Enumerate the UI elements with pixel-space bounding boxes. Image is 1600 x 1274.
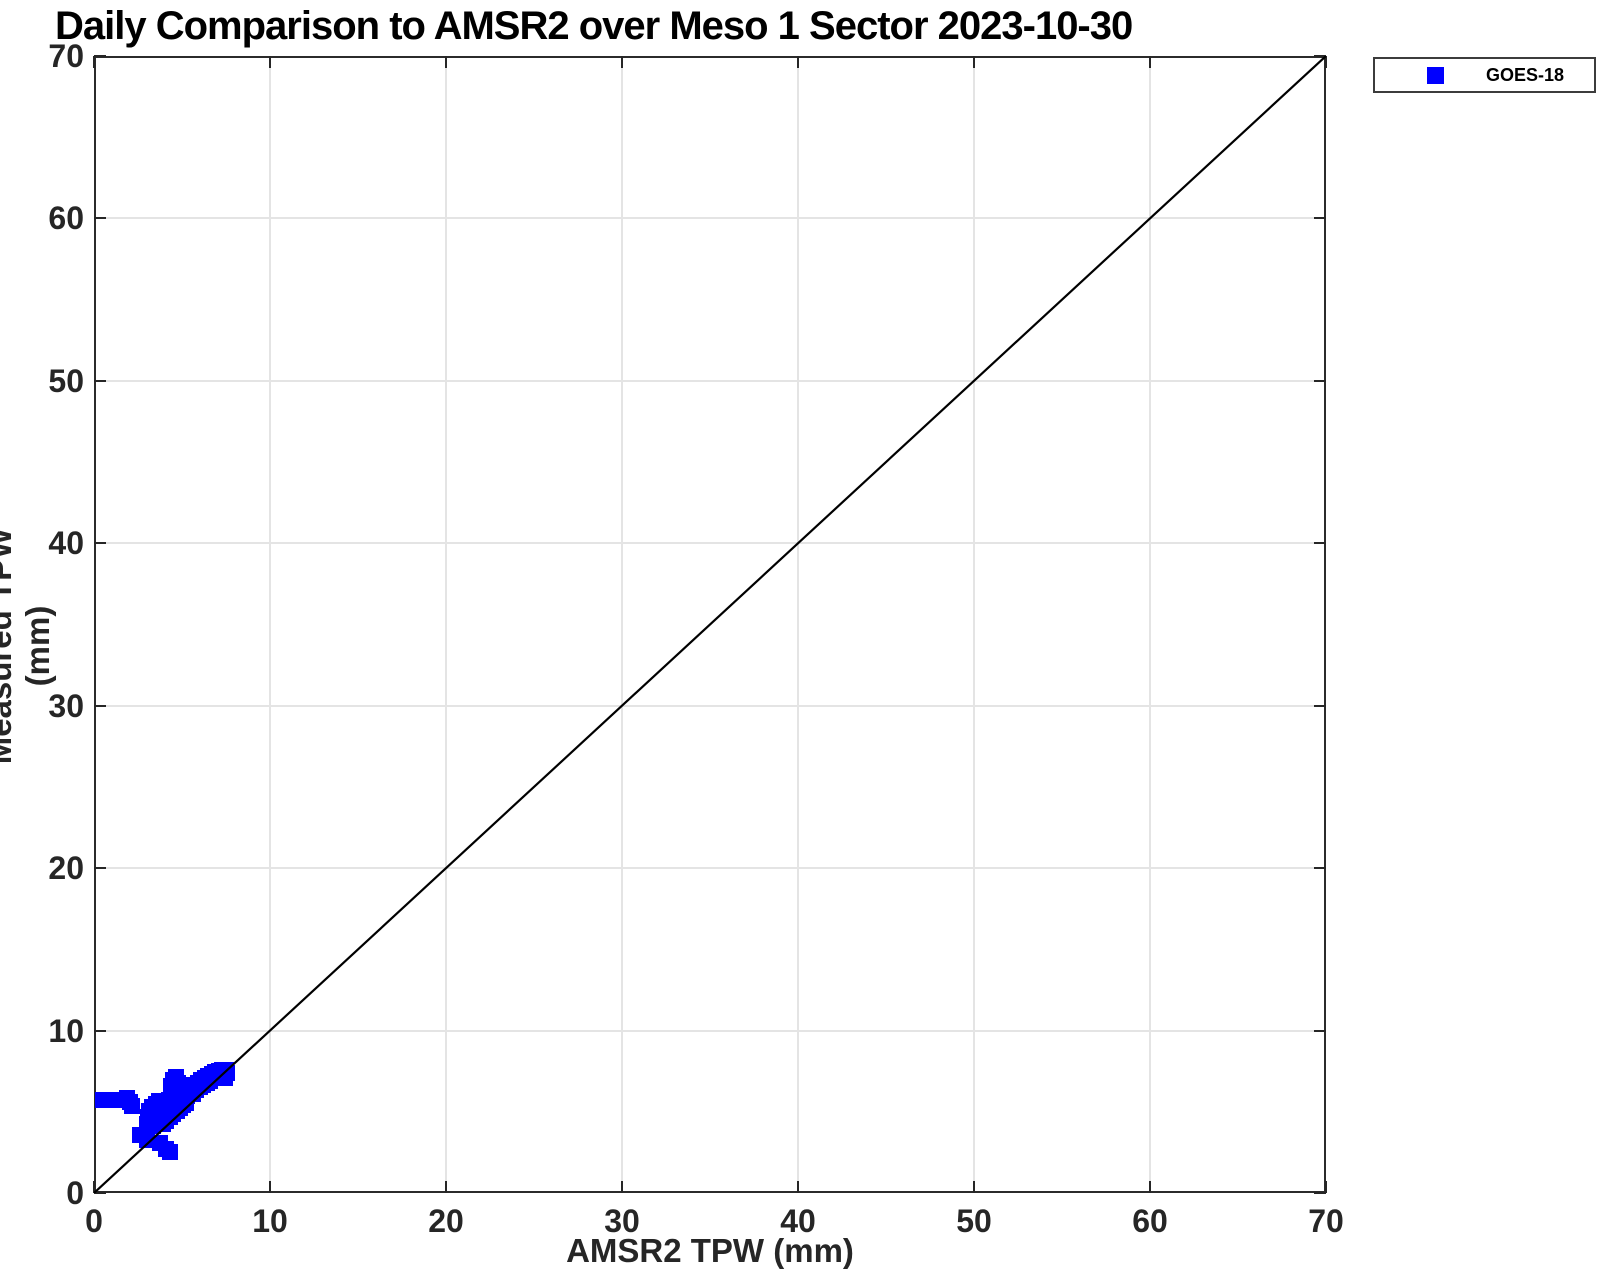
y-gridline [94, 542, 1326, 545]
y-gridline [94, 217, 1326, 220]
x-tick-top [93, 56, 95, 68]
plot-area [93, 55, 1327, 1194]
scatter-point [161, 1144, 178, 1161]
y-tick-right [1314, 1029, 1326, 1032]
y-tick-label: 40 [48, 525, 84, 562]
x-tick [269, 1181, 271, 1193]
x-tick-label: 30 [604, 1203, 640, 1239]
x-tick-top [445, 56, 447, 68]
x-tick [797, 1181, 799, 1193]
y-tick-right [1314, 542, 1326, 545]
x-tick-top [973, 56, 975, 68]
y-tick [94, 704, 106, 707]
x-tick-label: 0 [85, 1203, 103, 1239]
y-tick [94, 542, 106, 545]
x-gridline [973, 56, 975, 1193]
y-tick [94, 379, 106, 382]
y-tick-label: 20 [48, 850, 84, 887]
x-tick-top [269, 56, 271, 68]
y-tick-label: 10 [48, 1012, 84, 1049]
x-gridline [797, 56, 799, 1193]
legend-marker-square-icon [1427, 66, 1444, 84]
x-gridline [621, 56, 623, 1193]
x-tick [621, 1181, 623, 1193]
y-tick-right [1314, 55, 1326, 57]
scatter-point [138, 1132, 155, 1149]
x-tick-label: 40 [780, 1203, 816, 1239]
scatter-point [123, 1098, 140, 1115]
y-tick-label: 50 [48, 362, 84, 399]
y-tick-label: 60 [48, 200, 84, 237]
y-tick [94, 1029, 106, 1032]
x-tick-top [621, 56, 623, 68]
x-tick [445, 1181, 447, 1193]
y-tick-right [1314, 379, 1326, 382]
y-tick-label: 0 [66, 1175, 84, 1211]
x-tick-top [797, 56, 799, 68]
y-tick-right [1314, 217, 1326, 220]
y-tick-label: 70 [48, 38, 84, 74]
chart-title: Daily Comparison to AMSR2 over Meso 1 Se… [55, 4, 1133, 48]
x-axis-label: AMSR2 TPW (mm) [566, 1232, 854, 1269]
legend: GOES-18 [1373, 57, 1596, 93]
y-tick-right [1314, 1192, 1326, 1194]
x-tick-top [1325, 56, 1327, 68]
y-tick-label: 30 [48, 687, 84, 724]
x-tick [1325, 1181, 1327, 1193]
y-tick [94, 217, 106, 220]
y-tick-right [1314, 704, 1326, 707]
legend-label: GOES-18 [1486, 64, 1565, 85]
y-gridline [94, 1029, 1326, 1032]
x-gridline [269, 56, 271, 1193]
x-tick-top [1149, 56, 1151, 68]
identity-line [94, 56, 1326, 1193]
scatter-point [218, 1064, 235, 1081]
x-tick-label: 50 [956, 1203, 992, 1239]
y-tick-right [1314, 867, 1326, 870]
x-tick [973, 1181, 975, 1193]
x-tick-label: 70 [1308, 1203, 1344, 1239]
x-tick [1149, 1181, 1151, 1193]
y-tick [94, 1192, 106, 1194]
x-gridline [1149, 56, 1151, 1193]
y-gridline [94, 704, 1326, 707]
x-gridline [445, 56, 447, 1193]
x-tick-label: 10 [252, 1203, 288, 1239]
x-tick-label: 60 [1132, 1203, 1168, 1239]
y-gridline [94, 379, 1326, 382]
scatter-point [106, 1091, 123, 1108]
x-tick-label: 20 [428, 1203, 464, 1239]
x-tick [93, 1181, 95, 1193]
y-gridline [94, 867, 1326, 870]
y-tick [94, 867, 106, 870]
y-tick [94, 55, 106, 57]
